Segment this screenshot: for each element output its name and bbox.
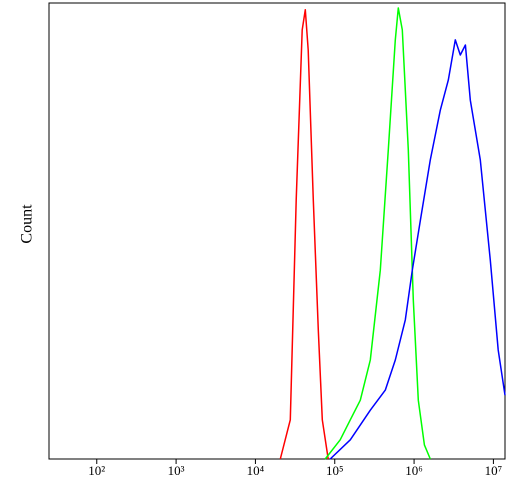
histogram-line <box>324 7 431 460</box>
histogram-line <box>279 9 329 460</box>
x-tick-label: 10⁶ <box>405 463 423 478</box>
y-axis-label: Count <box>19 204 36 244</box>
x-tick-label: 10³ <box>168 463 185 478</box>
plot-frame <box>48 2 506 460</box>
x-tick-label: 10⁴ <box>247 463 265 478</box>
histogram-line <box>329 39 506 460</box>
x-tick-label: 10⁷ <box>485 463 503 478</box>
x-tick-label: 10⁵ <box>326 463 344 478</box>
x-tick-label: 10² <box>88 463 105 478</box>
